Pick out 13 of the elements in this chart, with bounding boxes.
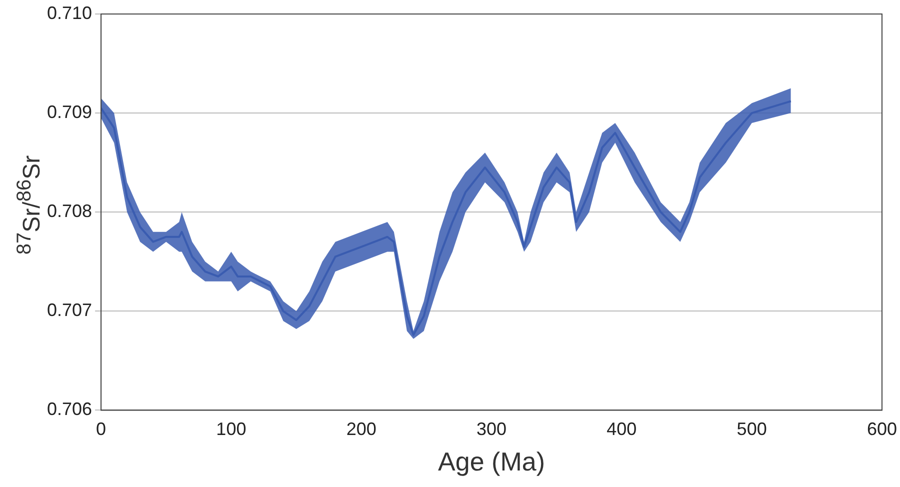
y-tick-label: 0.709 <box>46 102 92 122</box>
y-tick-label: 0.708 <box>46 201 92 222</box>
y-tick-label: 0.706 <box>46 399 92 420</box>
x-tick-label: 200 <box>346 418 376 439</box>
x-axis-title: Age (Ma) <box>438 446 545 477</box>
y-tick-label: 0.710 <box>46 2 92 23</box>
x-tick-label: 0 <box>96 418 106 439</box>
x-tick-label: 500 <box>736 418 767 439</box>
x-tick-label: 600 <box>866 418 898 439</box>
x-tick-label: 100 <box>216 418 246 439</box>
x-tick-label: 400 <box>606 418 637 439</box>
y-tick-label: 0.707 <box>46 300 92 320</box>
x-tick-label: 300 <box>476 418 507 439</box>
